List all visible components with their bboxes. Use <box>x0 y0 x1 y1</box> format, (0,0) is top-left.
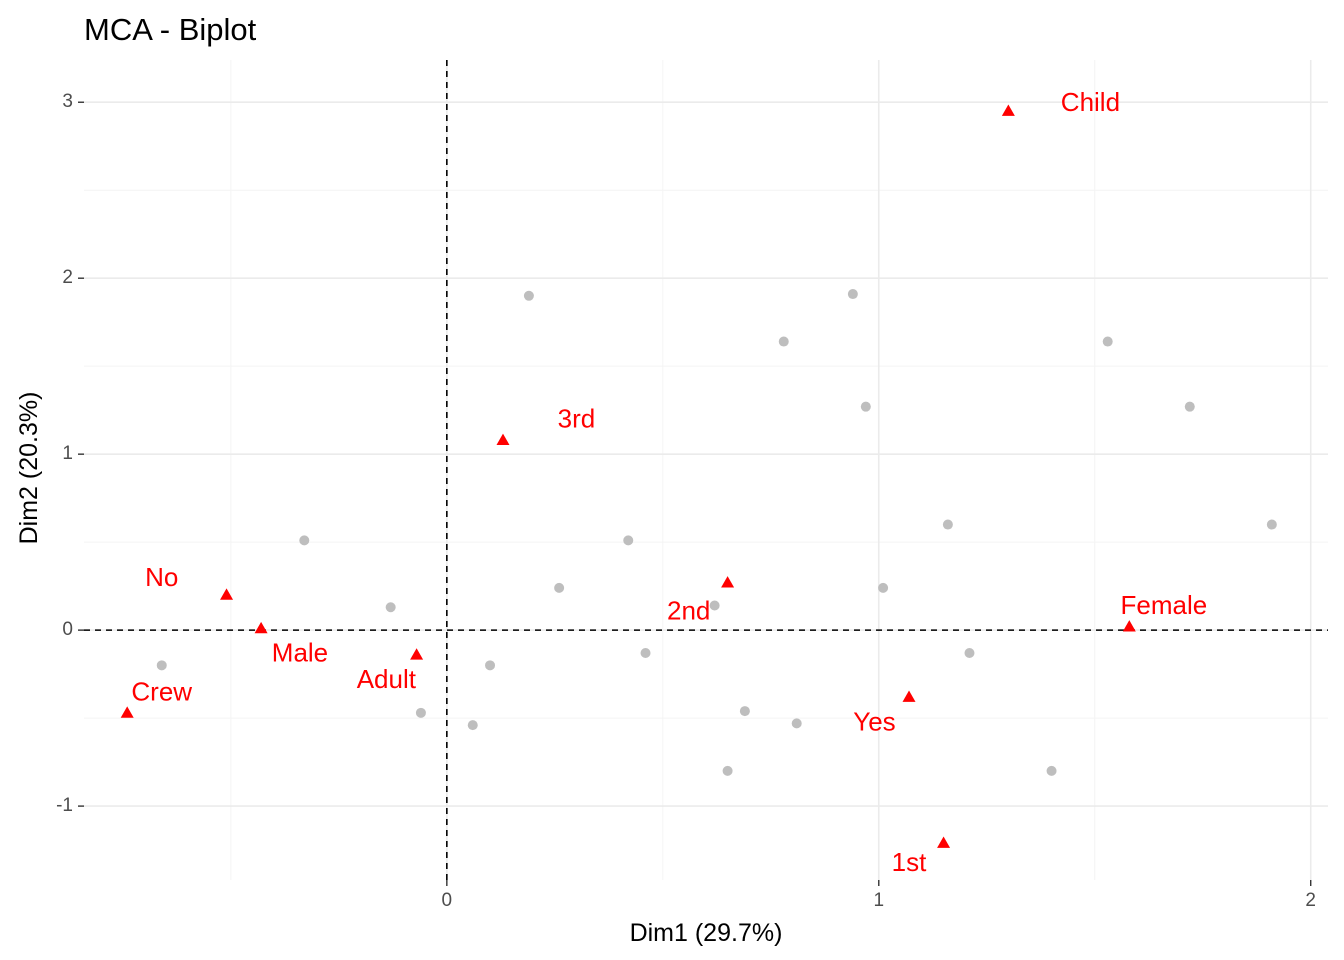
y-tick-label: 1 <box>62 443 73 464</box>
individual-point <box>878 582 889 593</box>
variable-points <box>120 104 1136 848</box>
variable-label-crew: Crew <box>131 676 192 706</box>
individual-point <box>1046 765 1057 776</box>
individual-point <box>722 765 733 776</box>
individual-point <box>942 519 953 530</box>
individual-point <box>554 582 565 593</box>
individual-point <box>1266 519 1277 530</box>
variable-label-child: Child <box>1061 87 1120 117</box>
variable-point-child <box>1001 104 1015 116</box>
individual-point <box>739 706 750 717</box>
variable-point-yes <box>902 690 916 702</box>
variable-point-no <box>220 588 234 600</box>
x-tick-label: 1 <box>873 890 884 911</box>
individual-points <box>156 289 1277 776</box>
individual-point <box>523 290 534 301</box>
individual-point <box>709 600 720 611</box>
individual-point <box>791 718 802 729</box>
individual-point <box>485 660 496 671</box>
variable-label-yes: Yes <box>853 706 895 736</box>
x-axis-title: Dim1 (29.7%) <box>630 919 783 947</box>
y-tick-label: 0 <box>62 619 73 640</box>
x-axis-ticks: 0 1 2 <box>442 880 1316 911</box>
individual-point <box>778 336 789 347</box>
individual-point <box>415 707 426 718</box>
y-tick-label: -1 <box>56 795 73 816</box>
variable-label-3rd: 3rd <box>558 404 596 434</box>
variable-point-3rd <box>496 433 510 445</box>
chart-title: MCA - Biplot <box>84 12 257 47</box>
individual-point <box>1184 401 1195 412</box>
individual-point <box>847 289 858 300</box>
y-axis-title: Dim2 (20.3%) <box>15 392 43 545</box>
variable-point-1st <box>937 836 951 848</box>
individual-point <box>156 660 167 671</box>
x-tick-label: 0 <box>442 890 453 911</box>
individual-point <box>385 602 396 613</box>
individual-point <box>467 720 478 731</box>
individual-point <box>640 648 651 659</box>
y-axis-ticks: -1 0 1 2 3 <box>56 91 84 816</box>
x-tick-label: 2 <box>1305 890 1316 911</box>
variable-label-adult: Adult <box>357 664 417 694</box>
variable-point-2nd <box>721 576 735 588</box>
variable-label-2nd: 2nd <box>667 595 710 625</box>
individual-point <box>623 535 634 546</box>
individual-point <box>299 535 310 546</box>
grid-lines <box>84 60 1328 880</box>
y-tick-label: 2 <box>62 267 73 288</box>
variable-point-male <box>254 621 268 634</box>
variable-label-male: Male <box>272 638 328 668</box>
individual-point <box>964 648 975 659</box>
variable-label-no: No <box>145 562 178 592</box>
variable-point-crew <box>120 706 134 718</box>
y-tick-label: 3 <box>62 91 73 112</box>
variable-labels: Child 3rd No 2nd Male Female Adult Crew Yes 1st <box>131 87 1207 877</box>
individual-point <box>1102 336 1113 347</box>
variable-label-1st: 1st <box>892 847 927 877</box>
individual-point <box>860 401 871 412</box>
variable-label-female: Female <box>1121 590 1208 620</box>
variable-point-female <box>1122 620 1136 632</box>
reference-lines <box>84 60 1328 880</box>
variable-point-adult <box>410 648 424 660</box>
